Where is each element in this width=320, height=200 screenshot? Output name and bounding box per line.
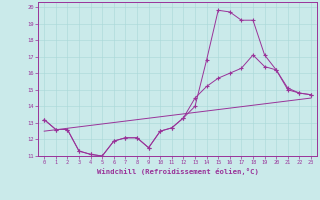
X-axis label: Windchill (Refroidissement éolien,°C): Windchill (Refroidissement éolien,°C): [97, 168, 259, 175]
